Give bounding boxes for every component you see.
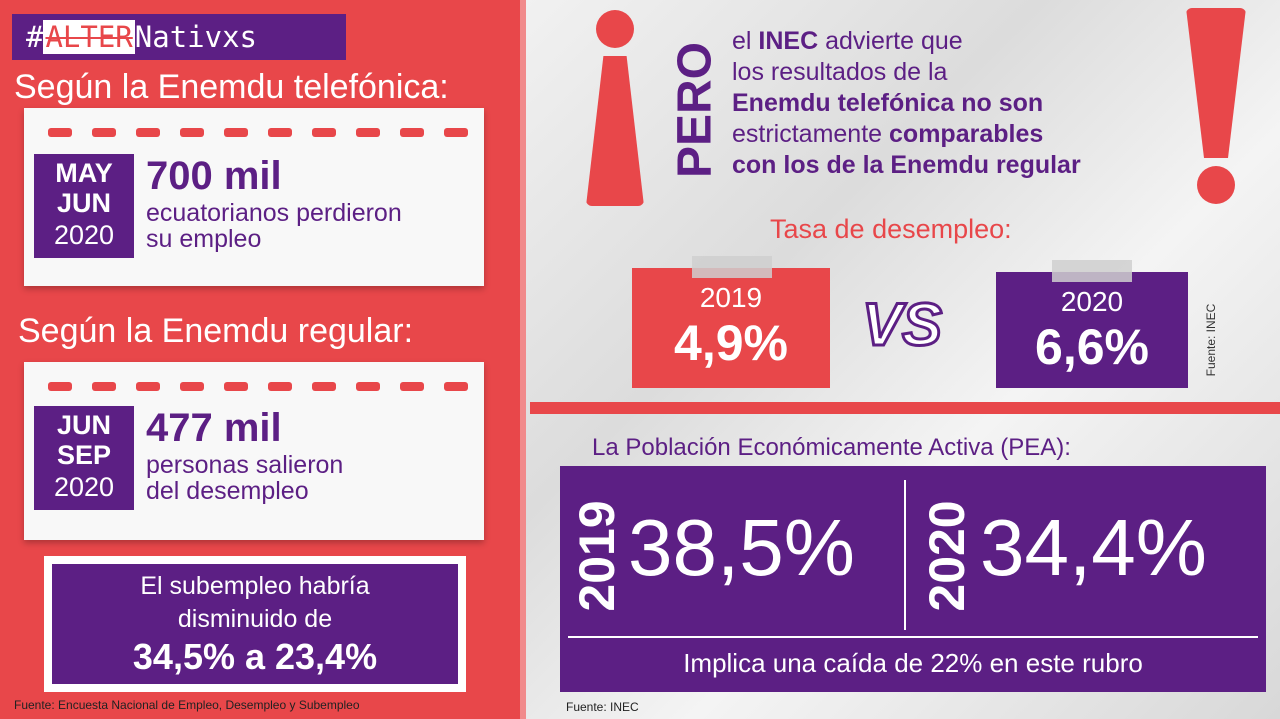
- pea-box: 2019 38,5% 2020 34,4% Implica una caída …: [560, 466, 1266, 692]
- tape: [1052, 260, 1132, 282]
- stat-477-mil: 477 mil: [146, 406, 282, 450]
- date-box-2: JUN SEP 2020: [34, 406, 134, 510]
- subempleo-line1: El subempleo habría: [140, 572, 370, 600]
- pea-note: Implica una caída de 22% en este rubro: [683, 648, 1143, 678]
- pea-value-2020: 34,4%: [980, 503, 1207, 592]
- tasa-title: Tasa de desempleo:: [770, 214, 1012, 244]
- vs-label: VS: [860, 290, 943, 360]
- subempleo-frame: El subempleo habría disminuido de 34,5% …: [44, 556, 466, 692]
- left-source: Fuente: Encuesta Nacional de Empleo, Des…: [14, 698, 360, 712]
- side-source-wrap: Fuente: INEC: [1196, 304, 1226, 377]
- date-box-1: MAY JUN 2020: [34, 154, 134, 258]
- paper-dashes-1: [48, 128, 468, 137]
- paper-dashes-2: [48, 382, 468, 391]
- horizontal-divider: [530, 402, 1280, 414]
- date-month-1: MAY: [55, 158, 113, 188]
- pero-vertical: PERO: [668, 20, 722, 200]
- tasa-year-2019: 2019: [699, 282, 763, 313]
- right-source: Fuente: INEC: [566, 700, 639, 714]
- tasa-value-2020: 6,6%: [1035, 319, 1149, 375]
- pea-year-2020: 2020: [919, 500, 975, 612]
- tasa-value-2019: 4,9%: [674, 315, 788, 371]
- pea-year-2019-wrap: 2019: [569, 478, 625, 634]
- date-year: 2020: [53, 220, 115, 250]
- pero-label: PERO: [668, 41, 722, 179]
- subempleo-values: 34,5% a 23,4%: [132, 636, 378, 677]
- heading-regular: Según la Enemdu regular:: [18, 312, 414, 350]
- inverted-exclamation-icon: [582, 10, 648, 206]
- brand-alter: ALTER: [43, 20, 135, 54]
- pea-rule: [568, 636, 1258, 638]
- tasa-card-2019: 2019 4,9%: [632, 256, 830, 388]
- subempleo-box: El subempleo habría disminuido de 34,5% …: [52, 564, 458, 684]
- pea-year-2019: 2019: [569, 500, 625, 612]
- pea-divider: [904, 480, 906, 630]
- pea-value-2019: 38,5%: [628, 503, 855, 592]
- pea-title: La Población Económicamente Activa (PEA)…: [592, 434, 1071, 461]
- paper-card-1: MAY JUN 2020 700 mil ecuatorianos perdie…: [24, 108, 484, 286]
- date-month-2: JUN: [56, 188, 111, 218]
- tasa-year-2020: 2020: [1060, 286, 1124, 317]
- stat-desc-1: ecuatorianos perdieron su empleo: [146, 199, 402, 253]
- stat-desc-2: personas salieron del desempleo: [146, 451, 344, 505]
- side-source: Fuente: INEC: [1204, 303, 1218, 377]
- paper-card-2: JUN SEP 2020 477 mil personas salieron de…: [24, 362, 484, 540]
- brand-rest: Nativxs: [134, 20, 257, 54]
- brand-hash: #: [26, 20, 44, 54]
- stat-700-mil: 700 mil: [146, 154, 282, 198]
- brand-tag: #ALTERNativxs: [12, 14, 346, 60]
- subempleo-line2: disminuido de: [177, 605, 333, 633]
- exclamation-icon: [1184, 8, 1248, 204]
- heading-telefonica: Según la Enemdu telefónica:: [14, 68, 449, 106]
- tape: [692, 256, 772, 278]
- pea-year-2020-wrap: 2020: [919, 478, 975, 634]
- vertical-divider: [520, 0, 530, 719]
- inec-statement: el INEC advierte que los resultados de l…: [732, 27, 1081, 179]
- tasa-card-2020: 2020 6,6%: [996, 260, 1188, 388]
